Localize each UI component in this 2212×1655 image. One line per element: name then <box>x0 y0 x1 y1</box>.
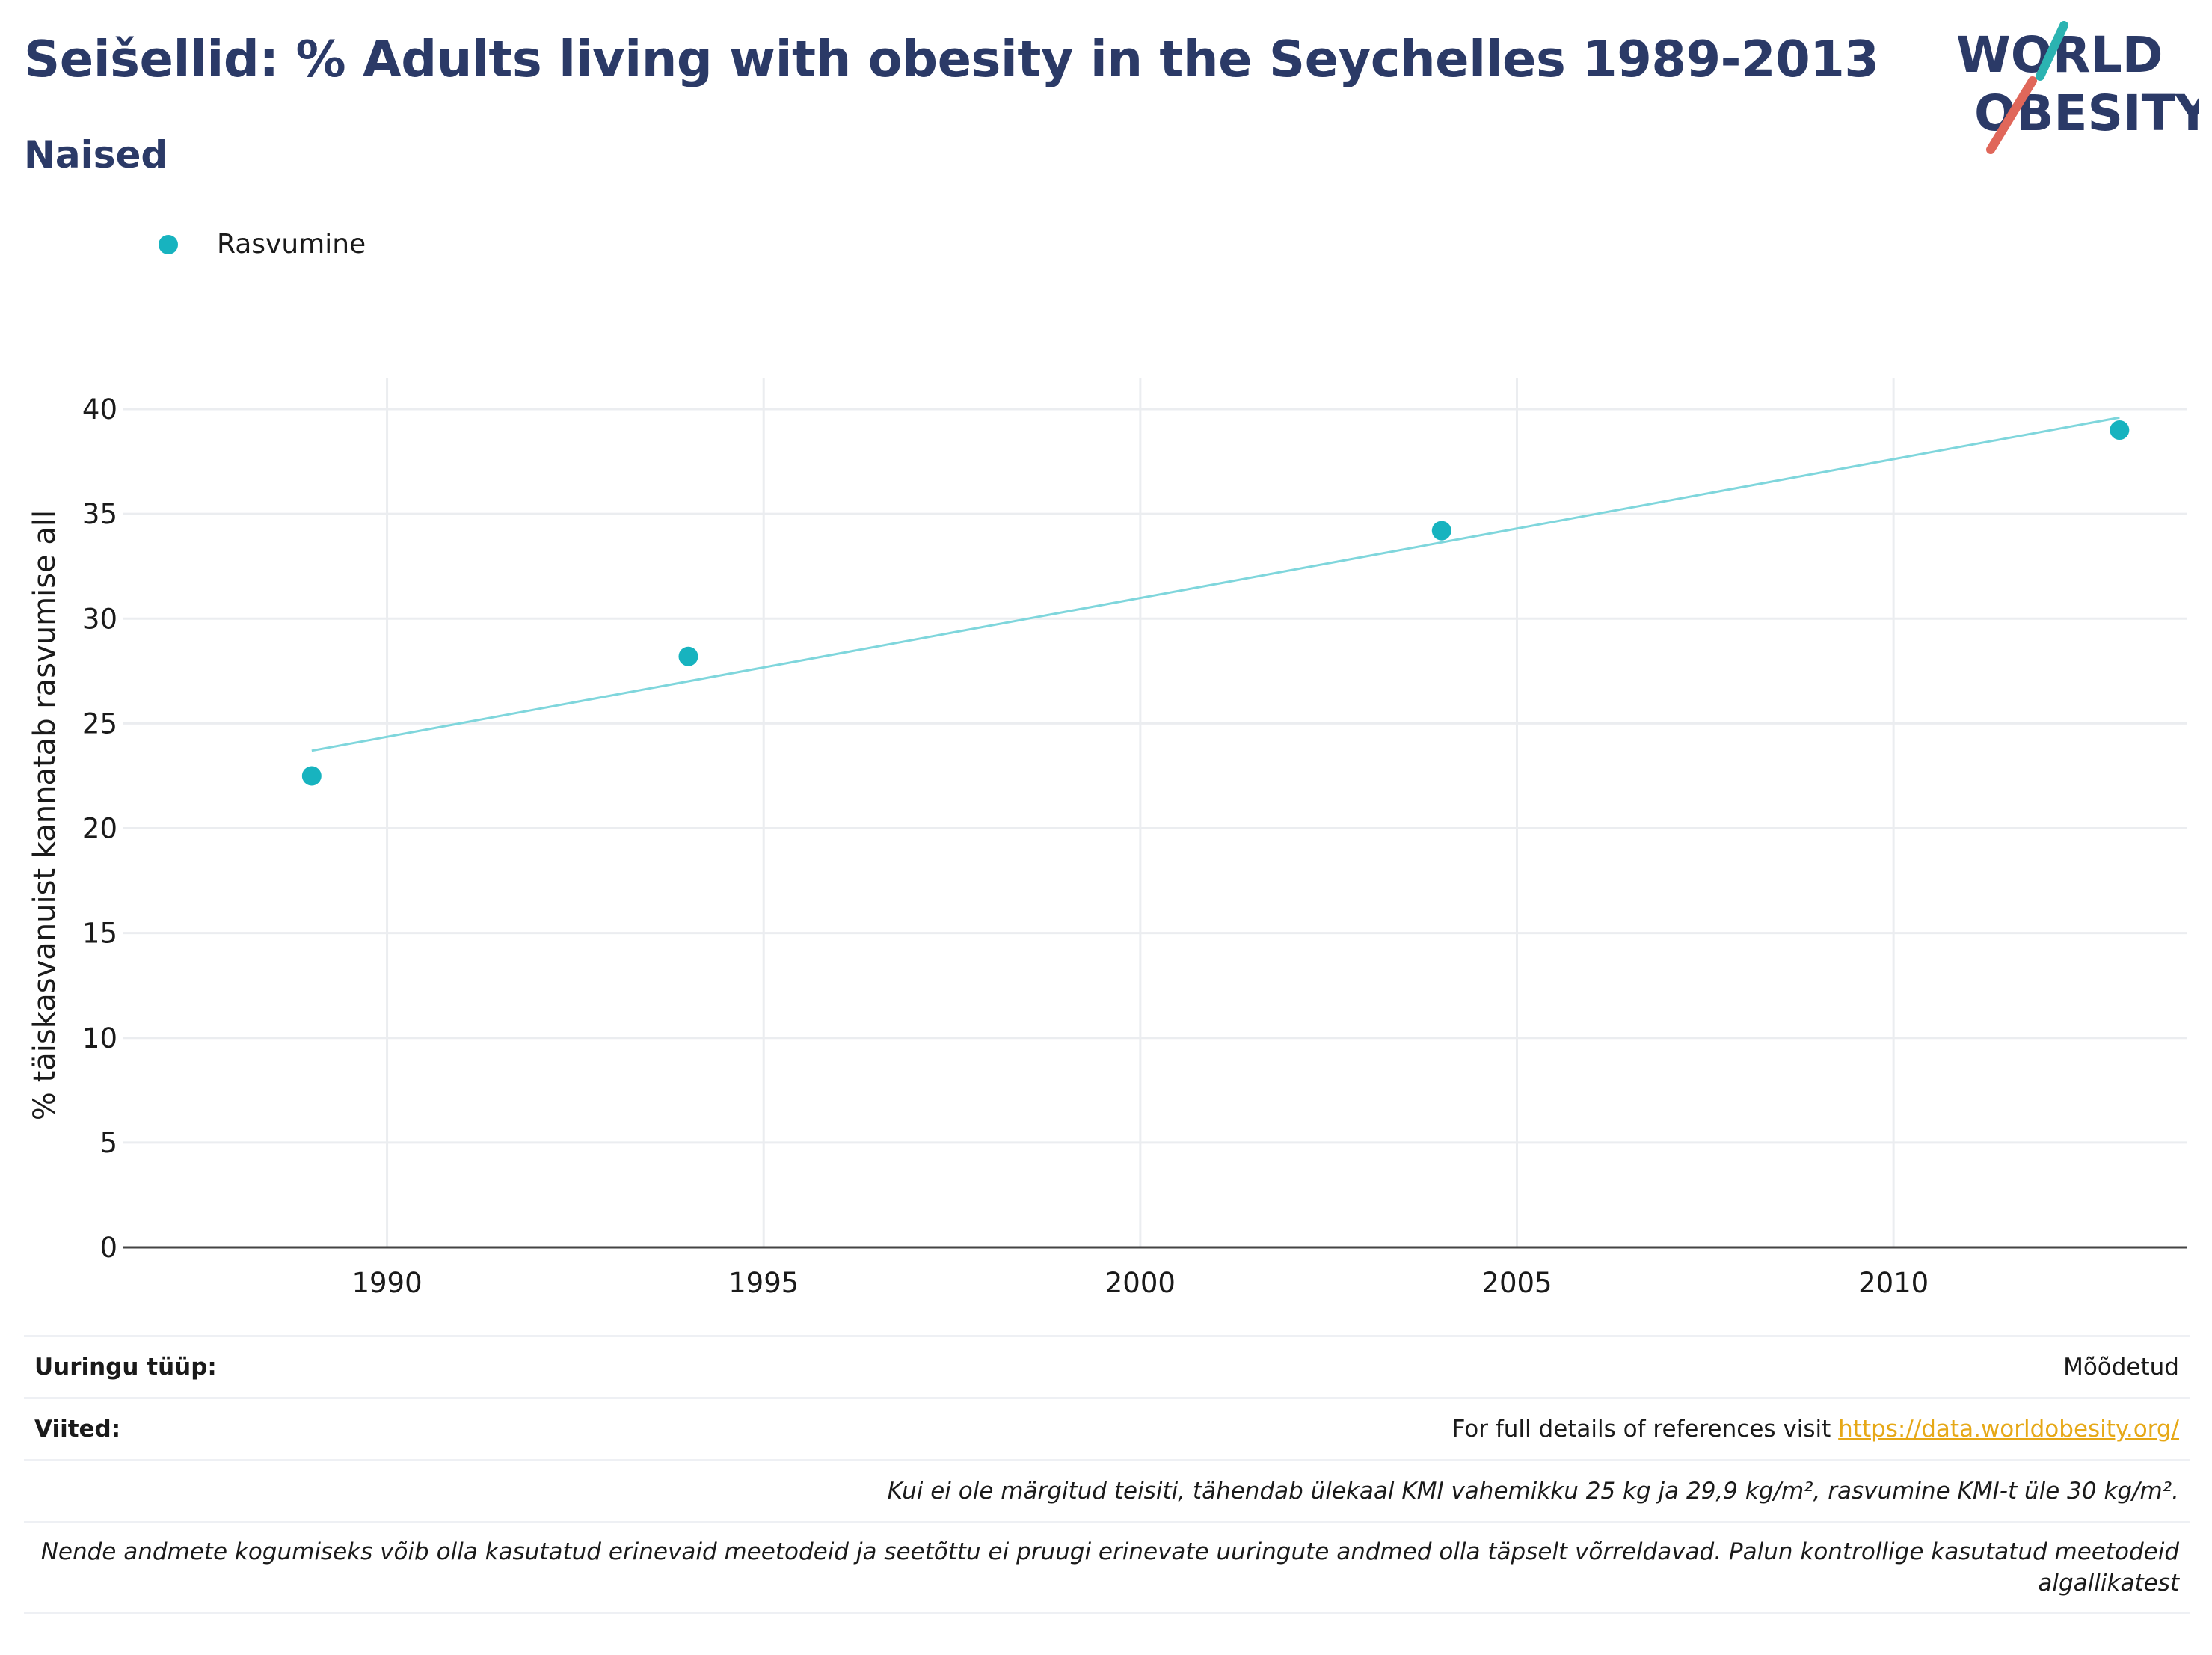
y-tick-label-40: 40 <box>82 393 117 426</box>
logo-slash-top <box>2036 21 2068 81</box>
y-tick-label-35: 35 <box>82 498 117 530</box>
logo-slash-bottom <box>1986 76 2037 154</box>
y-tick-label-20: 20 <box>82 813 117 845</box>
y-tick-label-25: 25 <box>82 707 117 740</box>
references-prefix: For full details of references visit <box>1451 1416 1839 1443</box>
methods-note: Nende andmete kogumiseks võib olla kasut… <box>40 1538 2179 1597</box>
data-point-2013 <box>2110 420 2130 440</box>
y-tick-label-0: 0 <box>99 1232 117 1264</box>
bmi-note-row: Kui ei ole märgitud teisiti, tähendab ül… <box>24 1459 2190 1521</box>
y-tick-label-30: 30 <box>82 603 117 635</box>
references-label: Viited: <box>34 1416 121 1443</box>
y-tick-label-5: 5 <box>99 1127 117 1159</box>
chart-grid <box>123 378 2187 1247</box>
methods-note-row: Nende andmete kogumiseks võib olla kasut… <box>24 1521 2190 1614</box>
survey-type-row: Uuringu tüüp: Mõõdetud <box>24 1335 2190 1397</box>
bmi-note: Kui ei ole märgitud teisiti, tähendab ül… <box>887 1478 2179 1505</box>
scatter-chart: 1990 1995 2000 2005 2010 0 5 10 15 20 25 30 35 40 % t… <box>28 378 2187 1299</box>
survey-type-label: Uuringu tüüp: <box>34 1354 217 1381</box>
x-tick-label-2000: 2000 <box>1105 1267 1176 1299</box>
world-obesity-logo: WORLD OBESITY <box>1956 21 2199 154</box>
x-tick-label-2010: 2010 <box>1858 1267 1929 1299</box>
y-tick-label-10: 10 <box>82 1022 117 1054</box>
references-row: Viited: For full details of references v… <box>24 1397 2190 1459</box>
data-point-1989 <box>301 766 322 786</box>
data-points <box>301 420 2130 786</box>
page-title: Seišellid: % Adults living with obesity … <box>24 30 1879 88</box>
x-tick-label-1995: 1995 <box>728 1267 799 1299</box>
survey-type-value: Mõõdetud <box>2063 1354 2179 1381</box>
references-link[interactable]: https://data.worldobesity.org/ <box>1838 1416 2179 1443</box>
trendline-layer <box>311 416 2120 752</box>
y-tick-label-15: 15 <box>82 918 117 950</box>
data-point-2004 <box>1431 521 1451 541</box>
y-axis-label: % täiskasvanuist kannatab rasvumise all <box>28 510 62 1120</box>
legend-marker-icon <box>159 235 178 254</box>
info-table: Uuringu tüüp: Mõõdetud Viited: For full … <box>24 1335 2190 1614</box>
references-text: For full details of references visit htt… <box>1452 1416 2179 1443</box>
x-tick-label-1990: 1990 <box>351 1267 422 1299</box>
legend-label: Rasvumine <box>217 229 366 260</box>
trendline <box>311 416 2120 752</box>
chart-axes: 1990 1995 2000 2005 2010 0 5 10 15 20 25 30 35 40 <box>82 393 2187 1299</box>
page-subtitle: Naised <box>24 133 168 176</box>
x-tick-label-2005: 2005 <box>1481 1267 1552 1299</box>
data-point-1994 <box>678 646 698 666</box>
